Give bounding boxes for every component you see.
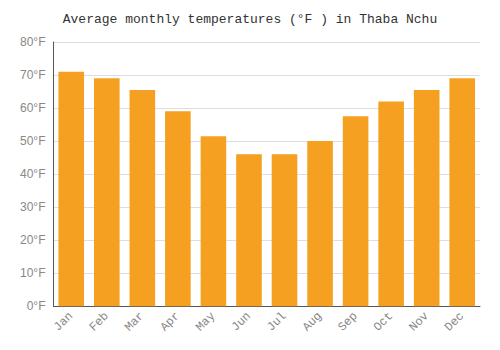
svg-text:60°F: 60°F — [20, 101, 45, 115]
svg-text:10°F: 10°F — [20, 266, 45, 280]
svg-text:Nov: Nov — [406, 309, 431, 334]
svg-text:May: May — [193, 309, 218, 334]
svg-text:40°F: 40°F — [20, 167, 45, 181]
svg-text:80°F: 80°F — [20, 35, 45, 49]
svg-text:Average monthly temperatures (: Average monthly temperatures (°F ) in Th… — [63, 12, 437, 27]
svg-text:Sep: Sep — [335, 309, 360, 334]
svg-text:Oct: Oct — [371, 309, 396, 334]
svg-text:Aug: Aug — [300, 309, 325, 334]
svg-text:Apr: Apr — [158, 309, 183, 334]
svg-text:Jan: Jan — [51, 309, 76, 334]
svg-text:Dec: Dec — [442, 309, 467, 334]
svg-text:50°F: 50°F — [20, 134, 45, 148]
svg-text:Jun: Jun — [229, 309, 254, 334]
svg-text:30°F: 30°F — [20, 200, 45, 214]
svg-text:Feb: Feb — [87, 309, 112, 334]
svg-text:0°F: 0°F — [27, 299, 46, 313]
svg-text:Mar: Mar — [122, 309, 147, 334]
svg-text:20°F: 20°F — [20, 233, 45, 247]
svg-text:70°F: 70°F — [20, 68, 45, 82]
svg-text:Jul: Jul — [264, 309, 289, 334]
